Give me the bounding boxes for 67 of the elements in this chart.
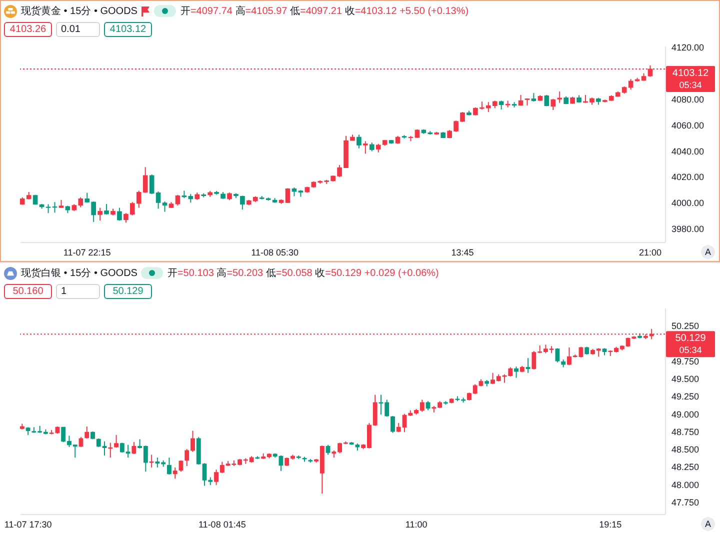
candlestick bbox=[550, 98, 556, 110]
x-tick-label: 13:45 bbox=[451, 248, 474, 258]
y-tick-label: 49.000 bbox=[672, 409, 700, 420]
ref-line-label: 50.129 bbox=[675, 333, 706, 344]
auto-scale-button: A bbox=[701, 245, 715, 259]
candlestick bbox=[363, 140, 368, 154]
text: 05:34 bbox=[679, 345, 702, 356]
y-tick-label: 3980.00 bbox=[672, 224, 704, 234]
x-tick-label: 11-07 17:30 bbox=[4, 520, 52, 530]
candlestick bbox=[132, 442, 136, 455]
candlestick bbox=[52, 202, 58, 214]
text: 4103.12 bbox=[104, 22, 152, 36]
y-tick-label: 49.250 bbox=[672, 392, 700, 402]
candlestick bbox=[172, 466, 178, 480]
text: 4103.26 bbox=[4, 22, 52, 36]
candlestick bbox=[526, 358, 530, 374]
candlestick bbox=[557, 90, 562, 104]
y-tick-label: 4060.00 bbox=[672, 120, 704, 130]
candlestick bbox=[426, 400, 430, 411]
x-tick-label: 11-07 22:15 bbox=[63, 248, 111, 258]
text: 0.01 bbox=[56, 22, 100, 36]
candlestick bbox=[555, 348, 560, 363]
chart-title: 现货白银 • 15分 • GOODS bbox=[21, 267, 138, 280]
auto-scale-button: A bbox=[701, 517, 715, 531]
candlestick bbox=[240, 195, 245, 210]
y-tick-label: 50.250 bbox=[672, 321, 700, 332]
text: 50.160 bbox=[4, 284, 52, 298]
candlestick bbox=[84, 426, 90, 440]
candlestick bbox=[114, 434, 118, 448]
candlestick bbox=[78, 436, 84, 448]
y-tick-label: 48.000 bbox=[672, 480, 700, 490]
text: 开=4097.74 高=4105.97 低=4097.21 收=4103.12 +5.50 (+0.13%) bbox=[180, 6, 469, 17]
y-tick-label: 49.500 bbox=[672, 374, 700, 384]
candlestick bbox=[178, 460, 184, 472]
candlestick bbox=[104, 203, 109, 216]
y-tick-label: 4080.00 bbox=[672, 94, 704, 104]
candlestick bbox=[162, 200, 168, 212]
candlestick bbox=[149, 454, 154, 468]
y-tick-label: 4000.00 bbox=[672, 198, 704, 208]
candlestick bbox=[98, 207, 102, 221]
text: 05:34 bbox=[679, 80, 702, 90]
candlestick bbox=[167, 457, 172, 475]
y-tick-label: 48.750 bbox=[672, 426, 700, 437]
candlestick bbox=[117, 207, 122, 221]
candlestick bbox=[285, 188, 290, 204]
text: 1 bbox=[56, 284, 100, 298]
candlestick bbox=[390, 415, 395, 434]
candlestick bbox=[514, 366, 518, 378]
candlestick bbox=[326, 444, 330, 456]
text: 开=50.103 高=50.203 低=50.058 收=50.129 +0.029 (+0.06%) bbox=[167, 268, 439, 279]
x-tick-label: 11:00 bbox=[405, 520, 428, 530]
x-tick-label: 11-08 01:45 bbox=[198, 520, 246, 530]
y-tick-label: 4020.00 bbox=[672, 172, 704, 182]
y-tick-label: 49.750 bbox=[672, 356, 700, 366]
ref-line-label: 4103.12 bbox=[672, 68, 710, 80]
y-tick-label: 47.750 bbox=[672, 498, 700, 508]
candlestick bbox=[175, 194, 180, 206]
y-tick-label: 48.500 bbox=[672, 444, 700, 455]
y-tick-label: 4040.00 bbox=[672, 146, 704, 156]
candlestick bbox=[356, 134, 362, 149]
chart-title: 现货黄金 • 15分 • GOODS bbox=[21, 4, 138, 18]
y-tick-label: 48.250 bbox=[672, 462, 700, 472]
x-tick-label: 19:15 bbox=[599, 520, 622, 530]
y-tick-label: 4120.00 bbox=[672, 42, 704, 53]
text: 50.129 bbox=[104, 284, 152, 298]
x-tick-label: 11-08 05:30 bbox=[251, 248, 298, 258]
x-tick-label: 21:00 bbox=[638, 248, 662, 258]
